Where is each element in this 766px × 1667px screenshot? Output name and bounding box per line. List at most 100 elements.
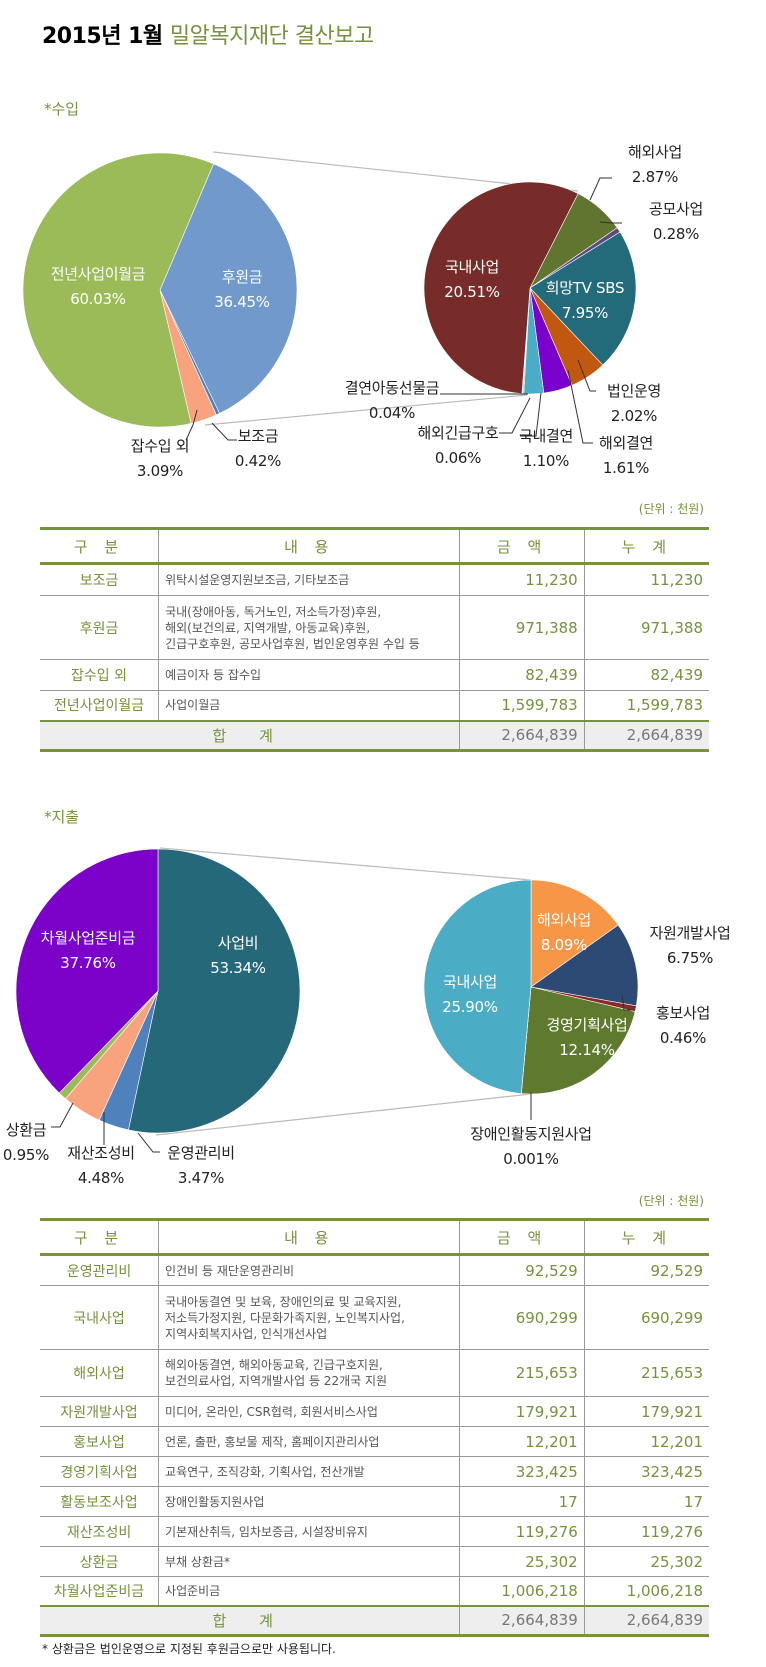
table-row: 자원개발사업 미디어, 온라인, CSR협력, 회원서비스사업 179,921 179… — [40, 1396, 709, 1427]
row-content: 해외아동결연, 해외아동교육, 긴급구호지원, 보건의료사업, 지역개발사업 등 … — [158, 1349, 460, 1397]
table-row: 재산조성비 기본재산취득, 임차보증금, 시설장비유지 119,276 119,276 — [40, 1516, 709, 1547]
connector-line — [204, 394, 528, 426]
label-expense-business: 사업비 53.34% — [210, 934, 266, 977]
table-row: 잡수입 외 예금이자 등 잡수입 82,439 82,439 — [40, 659, 709, 691]
column-header: 누 계 — [583, 527, 709, 565]
row-category: 경영기획사업 — [40, 1456, 159, 1487]
table-row: 상환금 부채 상환금* 25,302 25,302 — [40, 1546, 709, 1577]
content-line: 해외아동결연, 해외아동교육, 긴급구호지원, — [165, 1358, 383, 1372]
content-line: 미디어, 온라인, CSR협력, 회원서비스사업 — [165, 1404, 378, 1419]
row-cumulative: 1,599,783 — [583, 690, 709, 721]
column-header: 구 분 — [40, 527, 159, 565]
label-detail-domestic: 국내사업 20.51% — [444, 258, 500, 301]
content-line: 국내아동결연 및 보육, 장애인의료 및 교육지원, — [165, 1294, 402, 1309]
title-date: 2015년 1월 — [42, 24, 163, 49]
row-content: 언론, 출판, 홍보물 제작, 홈페이지관리사업 — [158, 1426, 460, 1457]
pie-slice-해외사업 — [530, 879, 619, 988]
income-section-label: *수입 — [44, 100, 80, 118]
pie-slice-전년사업이월금 — [22, 152, 214, 428]
table-row: 운영관리비 인건비 등 재단운영관리비 92,529 92,529 — [40, 1254, 709, 1286]
label-detail-emergency: 해외긴급구호 0.06% — [417, 424, 499, 467]
row-cumulative: 179,921 — [583, 1396, 709, 1427]
row-cumulative: 215,653 — [583, 1349, 709, 1397]
pie-slice-희망TV SBS — [529, 231, 637, 366]
row-cumulative: 1,006,218 — [583, 1576, 709, 1606]
row-amount: 690,299 — [459, 1285, 585, 1350]
expense-unit: (단위 : 천원) — [638, 1194, 704, 1208]
total-amount: 2,664,839 — [459, 719, 585, 752]
row-category: 전년사업이월금 — [40, 690, 159, 721]
row-content: 위탁시설운영지원보조금, 기타보조금 — [158, 563, 460, 596]
label-detail-overseas-sponsor: 해외결연 1.61% — [598, 434, 654, 477]
row-category: 보조금 — [40, 563, 159, 596]
expense-detail-pie — [423, 879, 639, 1095]
row-content: 사업이월금 — [158, 690, 460, 721]
row-content: 인건비 등 재단운영관리비 — [158, 1254, 460, 1286]
row-amount: 323,425 — [459, 1456, 585, 1487]
total-label: 합 계 — [40, 1604, 460, 1637]
row-cumulative: 971,388 — [583, 595, 709, 660]
row-content: 미디어, 온라인, CSR협력, 회원서비스사업 — [158, 1396, 460, 1427]
row-category: 홍보사업 — [40, 1426, 159, 1457]
column-header: 구 분 — [40, 1218, 159, 1256]
title-report: 밀알복지재단 결산보고 — [169, 24, 374, 49]
table-row: 전년사업이월금 사업이월금 1,599,783 1,599,783 — [40, 690, 709, 721]
content-line: 지역사회복지사업, 인식개선사업 — [165, 1326, 328, 1341]
pie-slice-경영기획사업 — [520, 986, 636, 1095]
label-detail-domestic-sponsor: 국내결연 1.10% — [518, 427, 574, 470]
total-cumulative: 2,664,839 — [583, 1604, 709, 1637]
total-label: 합 계 — [40, 719, 460, 752]
content-line: 교육연구, 조직강화, 기획사업, 전산개발 — [165, 1464, 365, 1479]
table-row: 활동보조사업 장애인활동지원사업 17 17 — [40, 1486, 709, 1517]
row-cumulative: 12,201 — [583, 1426, 709, 1457]
pie-slice-자원개발사업 — [530, 924, 639, 1007]
row-amount: 25,302 — [459, 1546, 585, 1577]
row-amount: 179,921 — [459, 1396, 585, 1427]
row-cumulative: 323,425 — [583, 1456, 709, 1487]
row-cumulative: 17 — [583, 1486, 709, 1517]
expense-main-pie — [15, 848, 301, 1134]
label-exp-overseas: 해외사업 8.09% — [536, 911, 592, 954]
row-category: 재산조성비 — [40, 1516, 159, 1547]
column-header: 금 액 — [459, 527, 585, 565]
label-detail-sbs: 희망TV SBS 7.95% — [545, 279, 625, 322]
content-line: 장애인활동지원사업 — [165, 1494, 265, 1509]
table-row: 후원금 국내(장애아동, 독거노인, 저소득가정)후원, 해외(보건의료, 지역개발… — [40, 595, 709, 660]
total-amount: 2,664,839 — [459, 1604, 585, 1637]
expense-section-label: *지출 — [44, 808, 80, 826]
content-line: 언론, 출판, 홍보물 제작, 홈페이지관리사업 — [165, 1434, 380, 1449]
row-content: 교육연구, 조직강화, 기획사업, 전산개발 — [158, 1456, 460, 1487]
table-row: 국내사업 국내아동결연 및 보육, 장애인의료 및 교육지원, 저소득가정지원, 다… — [40, 1285, 709, 1350]
row-amount: 1,006,218 — [459, 1576, 585, 1606]
row-content: 부채 상환금* — [158, 1546, 460, 1577]
row-amount: 11,230 — [459, 563, 585, 596]
content-line: 긴급구호후원, 공모사업후원, 법인운영후원 수입 등 — [165, 636, 420, 651]
row-amount: 92,529 — [459, 1254, 585, 1286]
row-content: 장애인활동지원사업 — [158, 1486, 460, 1517]
row-category: 상환금 — [40, 1546, 159, 1577]
pie-slice-사업비 — [128, 848, 301, 1134]
leader-lines — [51, 177, 634, 1153]
row-category: 운영관리비 — [40, 1254, 159, 1286]
row-cumulative: 82,439 — [583, 659, 709, 691]
table-row: 해외사업 해외아동결연, 해외아동교육, 긴급구호지원, 보건의료사업, 지역개발사… — [40, 1349, 709, 1397]
row-category: 국내사업 — [40, 1285, 159, 1350]
label-expense-repay: 상환금 0.95% — [2, 1121, 50, 1164]
connector-line — [155, 1093, 532, 1136]
column-header: 내 용 — [158, 1218, 460, 1256]
row-content: 사업준비금 — [158, 1576, 460, 1606]
label-expense-operation: 운영관리비 3.47% — [167, 1144, 235, 1187]
label-income-carryover: 전년사업이월금 60.03% — [50, 265, 146, 308]
total-row: 합 계 2,664,839 2,664,839 — [40, 719, 709, 752]
label-exp-resource: 자원개발사업 6.75% — [649, 924, 731, 967]
row-amount: 12,201 — [459, 1426, 585, 1457]
table-row: 홍보사업 언론, 출판, 홍보물 제작, 홈페이지관리사업 12,201 12,201 — [40, 1426, 709, 1457]
total-row: 합 계 2,664,839 2,664,839 — [40, 1604, 709, 1637]
row-content: 기본재산취득, 임차보증금, 시설장비유지 — [158, 1516, 460, 1547]
row-cumulative: 690,299 — [583, 1285, 709, 1350]
footnote: * 상환금은 법인운영으로 지정된 후원금으로만 사용됩니다. — [42, 1642, 336, 1656]
